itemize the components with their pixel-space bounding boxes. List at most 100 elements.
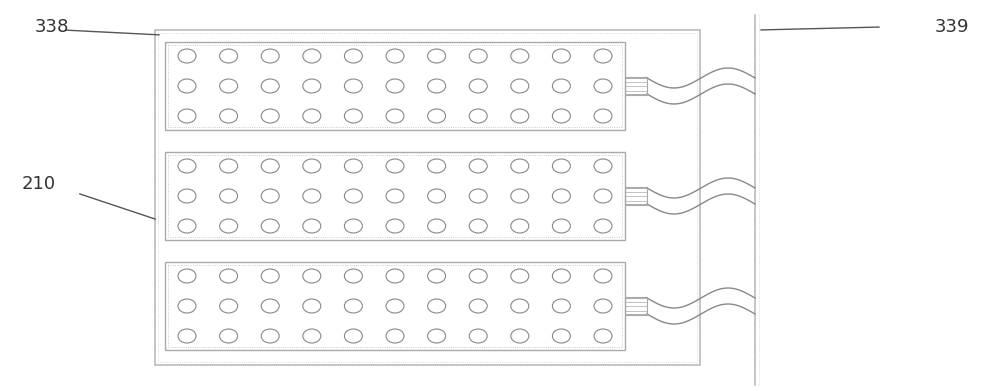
Ellipse shape <box>220 109 238 123</box>
Ellipse shape <box>344 159 362 173</box>
Ellipse shape <box>428 219 446 233</box>
Ellipse shape <box>220 269 238 283</box>
Ellipse shape <box>261 159 279 173</box>
Ellipse shape <box>552 329 570 343</box>
Bar <box>168 45 622 127</box>
Ellipse shape <box>261 189 279 203</box>
Ellipse shape <box>428 49 446 63</box>
Ellipse shape <box>386 269 404 283</box>
Ellipse shape <box>552 219 570 233</box>
Ellipse shape <box>220 329 238 343</box>
Ellipse shape <box>511 189 529 203</box>
Ellipse shape <box>178 329 196 343</box>
Ellipse shape <box>552 299 570 313</box>
Ellipse shape <box>511 49 529 63</box>
Ellipse shape <box>428 269 446 283</box>
Ellipse shape <box>469 79 487 93</box>
Ellipse shape <box>178 159 196 173</box>
Bar <box>165 42 625 130</box>
Ellipse shape <box>511 299 529 313</box>
Ellipse shape <box>469 189 487 203</box>
Ellipse shape <box>303 329 321 343</box>
Ellipse shape <box>594 159 612 173</box>
Ellipse shape <box>344 79 362 93</box>
Ellipse shape <box>220 159 238 173</box>
Bar <box>625 77 647 95</box>
Ellipse shape <box>344 329 362 343</box>
Ellipse shape <box>594 189 612 203</box>
Ellipse shape <box>303 219 321 233</box>
Ellipse shape <box>594 299 612 313</box>
Ellipse shape <box>261 79 279 93</box>
Ellipse shape <box>303 299 321 313</box>
Ellipse shape <box>220 49 238 63</box>
Ellipse shape <box>386 159 404 173</box>
Ellipse shape <box>469 159 487 173</box>
Ellipse shape <box>261 49 279 63</box>
Ellipse shape <box>428 159 446 173</box>
Ellipse shape <box>594 269 612 283</box>
Ellipse shape <box>594 79 612 93</box>
Text: 339: 339 <box>935 18 970 36</box>
Ellipse shape <box>261 109 279 123</box>
Ellipse shape <box>220 219 238 233</box>
Ellipse shape <box>511 269 529 283</box>
Ellipse shape <box>303 49 321 63</box>
Ellipse shape <box>552 109 570 123</box>
Bar <box>158 33 697 362</box>
Ellipse shape <box>178 79 196 93</box>
Ellipse shape <box>303 79 321 93</box>
Ellipse shape <box>344 269 362 283</box>
Ellipse shape <box>386 189 404 203</box>
Text: 210: 210 <box>22 175 56 193</box>
Ellipse shape <box>511 159 529 173</box>
Text: 338: 338 <box>35 18 69 36</box>
Ellipse shape <box>428 109 446 123</box>
Ellipse shape <box>303 269 321 283</box>
Bar <box>155 30 700 365</box>
Ellipse shape <box>386 329 404 343</box>
Bar <box>165 262 625 350</box>
Ellipse shape <box>178 269 196 283</box>
Ellipse shape <box>552 49 570 63</box>
Ellipse shape <box>428 79 446 93</box>
Ellipse shape <box>220 299 238 313</box>
Ellipse shape <box>594 49 612 63</box>
Ellipse shape <box>261 269 279 283</box>
Ellipse shape <box>386 109 404 123</box>
Ellipse shape <box>552 79 570 93</box>
Ellipse shape <box>469 49 487 63</box>
Bar <box>625 297 647 315</box>
Ellipse shape <box>303 109 321 123</box>
Ellipse shape <box>552 189 570 203</box>
Ellipse shape <box>469 299 487 313</box>
Ellipse shape <box>469 109 487 123</box>
Ellipse shape <box>428 189 446 203</box>
Ellipse shape <box>511 109 529 123</box>
Ellipse shape <box>261 299 279 313</box>
Ellipse shape <box>386 299 404 313</box>
Ellipse shape <box>344 189 362 203</box>
Ellipse shape <box>303 189 321 203</box>
Bar <box>168 155 622 237</box>
Ellipse shape <box>469 219 487 233</box>
Ellipse shape <box>344 219 362 233</box>
Ellipse shape <box>511 329 529 343</box>
Ellipse shape <box>552 269 570 283</box>
Ellipse shape <box>428 299 446 313</box>
Ellipse shape <box>552 159 570 173</box>
Ellipse shape <box>344 49 362 63</box>
Ellipse shape <box>261 329 279 343</box>
Ellipse shape <box>469 269 487 283</box>
Ellipse shape <box>220 189 238 203</box>
Ellipse shape <box>261 219 279 233</box>
Ellipse shape <box>386 49 404 63</box>
Ellipse shape <box>344 299 362 313</box>
Ellipse shape <box>178 219 196 233</box>
Ellipse shape <box>344 109 362 123</box>
Bar <box>168 265 622 347</box>
Ellipse shape <box>594 219 612 233</box>
Ellipse shape <box>178 109 196 123</box>
Ellipse shape <box>594 109 612 123</box>
Ellipse shape <box>469 329 487 343</box>
